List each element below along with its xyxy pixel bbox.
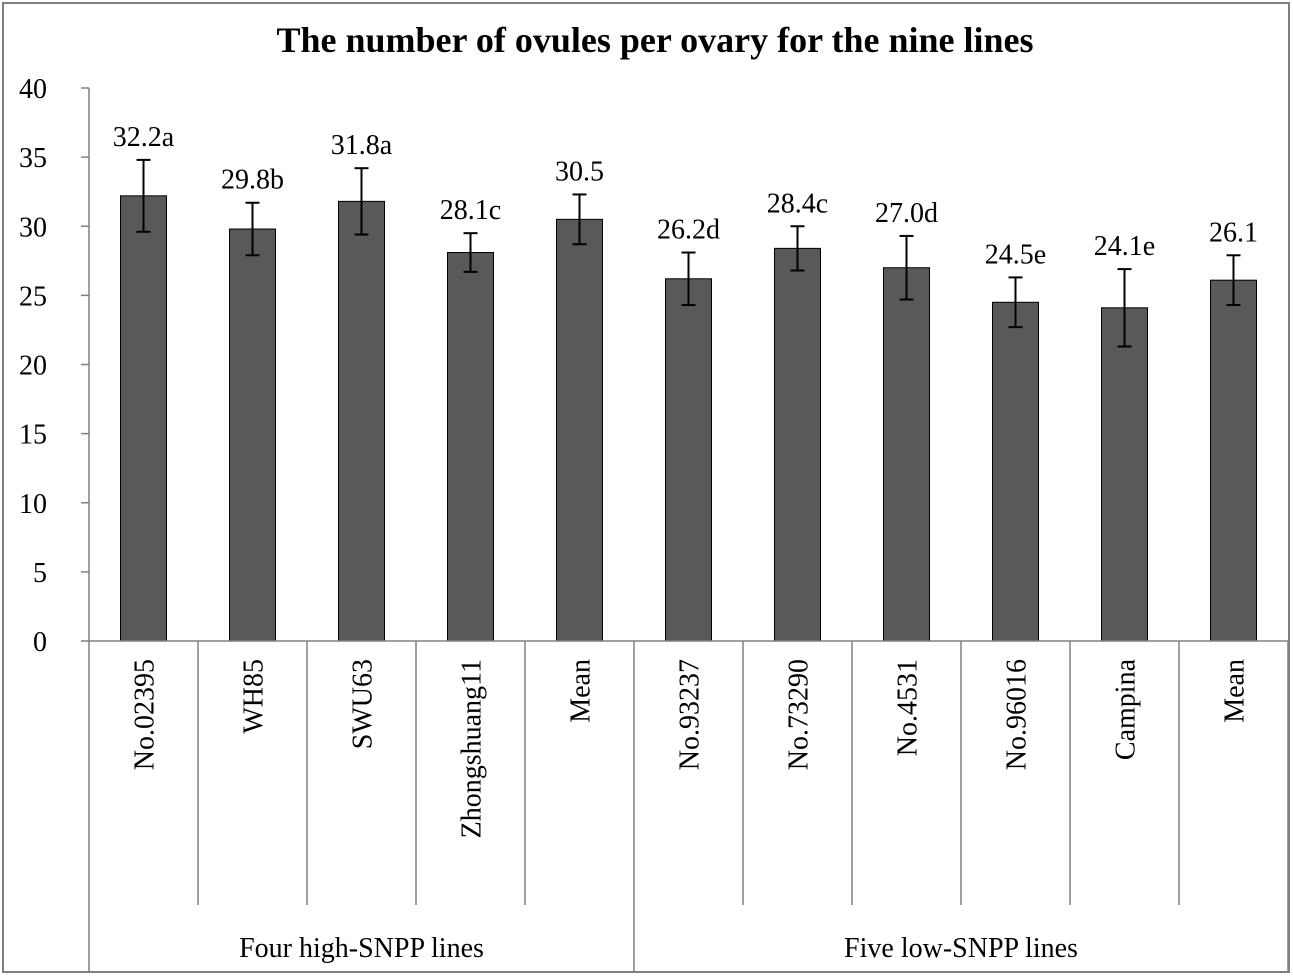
data-label: 29.8b	[221, 165, 284, 196]
data-labels: 32.2a 29.8b 31.8a 28.1c 30.5 26.2d 28.4c 27.0d 2…	[113, 122, 1258, 271]
y-tick-label: 35	[19, 143, 47, 174]
category-label: No.02395	[130, 659, 161, 770]
x-axis	[88, 640, 1289, 972]
bars	[120, 195, 1257, 642]
category-label: Zhongshuang11	[457, 659, 488, 838]
group-label: Four high-SNPP lines	[239, 933, 484, 964]
error-bars	[136, 158, 1241, 348]
bar	[665, 278, 712, 642]
bar	[229, 228, 276, 642]
bar	[447, 252, 494, 642]
group-labels: Four high-SNPP lines Five low-SNPP lines	[239, 933, 1078, 964]
y-tick-label: 10	[19, 489, 47, 520]
bar	[338, 200, 385, 642]
y-tick-label: 40	[19, 74, 47, 105]
data-label: 32.2a	[113, 122, 175, 153]
category-label: Campina	[1111, 658, 1142, 760]
y-tick-label: 0	[33, 627, 47, 658]
bar	[774, 247, 821, 642]
category-label: SWU63	[348, 659, 379, 749]
category-label: No.73290	[784, 659, 815, 770]
data-label: 27.0d	[875, 198, 938, 229]
bar	[883, 267, 930, 642]
y-tick-label: 20	[19, 351, 47, 382]
bar	[120, 195, 167, 642]
data-label: 28.4c	[767, 188, 828, 219]
category-label: WH85	[239, 659, 270, 734]
group-label: Five low-SNPP lines	[844, 933, 1078, 964]
chart-title: The number of ovules per ovary for the n…	[276, 20, 1033, 60]
data-label: 24.5e	[985, 239, 1046, 270]
category-label: Mean	[1220, 659, 1251, 723]
category-label: No.93237	[675, 659, 706, 770]
y-tick-label: 15	[19, 420, 47, 451]
category-label: No.4531	[893, 659, 924, 756]
data-label: 26.1	[1209, 217, 1258, 248]
data-label: 28.1c	[440, 195, 501, 226]
y-tick-label: 25	[19, 281, 47, 312]
data-label: 24.1e	[1094, 231, 1155, 262]
category-label: Mean	[566, 659, 597, 723]
bar	[1101, 307, 1148, 642]
data-label: 31.8a	[331, 130, 393, 161]
y-tick-label: 30	[19, 212, 47, 243]
y-tick-label: 5	[33, 558, 47, 589]
bar	[1210, 279, 1257, 642]
bar	[992, 301, 1039, 642]
y-axis: 0 5 10 15 20 25 30 35 40	[19, 74, 90, 658]
bar	[556, 218, 603, 642]
category-label: No.96016	[1002, 659, 1033, 770]
data-label: 26.2d	[657, 215, 720, 246]
data-label: 30.5	[555, 156, 604, 187]
category-labels: No.02395 WH85 SWU63 Zhongshuang11 Mean No.932…	[130, 658, 1251, 838]
